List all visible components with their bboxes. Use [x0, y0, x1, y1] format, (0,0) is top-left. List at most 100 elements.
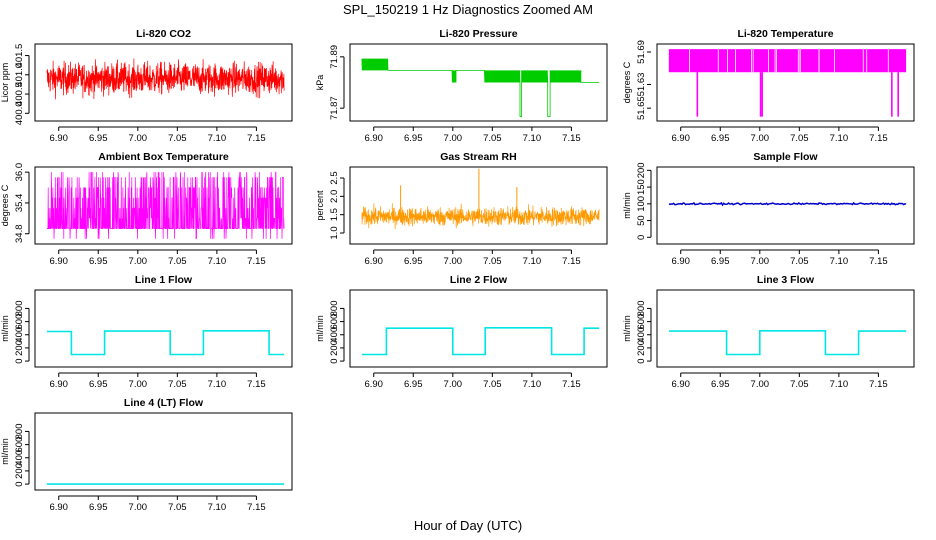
x-tick-label: 6.90	[364, 379, 383, 390]
y-tick-label: 600	[329, 314, 340, 330]
x-tick-label: 6.90	[364, 256, 383, 267]
y-tick-label: 51.65	[636, 96, 647, 120]
y-tick-label: 51.63	[636, 73, 647, 97]
x-tick-label: 6.95	[404, 379, 423, 390]
series-co2	[46, 58, 285, 100]
y-tick-label: 600	[14, 437, 25, 453]
y-tick-label: 200	[636, 340, 647, 356]
x-tick-label: 7.05	[168, 256, 187, 267]
y-tick-label: 400.5	[14, 82, 25, 106]
y-tick-label: 0	[636, 358, 647, 363]
y-tick-label: 71.89	[329, 45, 340, 69]
series-line	[46, 58, 285, 100]
x-tick-label: 7.00	[751, 256, 770, 267]
plot-frame	[349, 289, 608, 368]
y-tick-label: 200	[14, 340, 25, 356]
x-tick-label: 7.00	[129, 256, 148, 267]
y-tick-label: 800	[14, 300, 25, 316]
x-tick-label: 7.15	[869, 133, 888, 144]
x-tick-label: 7.00	[751, 133, 770, 144]
y-tick-label: 200	[636, 162, 647, 178]
x-tick-label: 7.10	[208, 379, 227, 390]
panel-line1: Line 1 Flow 6.90 6.95 7.00 7.05 7.10 7.15 0 2004…	[0, 274, 293, 390]
y-tick-label: 401.0	[14, 63, 25, 87]
series-line3	[668, 330, 907, 356]
x-tick-label: 7.15	[869, 379, 888, 390]
x-tick-label: 7.15	[562, 133, 581, 144]
x-tick-label: 7.15	[247, 256, 266, 267]
plot-frame	[349, 166, 608, 245]
panel-line4: Line 4 (LT) Flow 6.90 6.95 7.00 7.05 7.10 7.15…	[0, 397, 293, 513]
plot-frame	[349, 43, 608, 122]
y-tick-label: 200	[14, 463, 25, 479]
x-tick-label: 7.10	[523, 256, 542, 267]
y-tick-label: 51.69	[636, 40, 647, 64]
x-tick-label: 7.00	[129, 502, 148, 513]
plot-frame	[656, 289, 915, 368]
y-tick-label: 401.5	[14, 44, 25, 68]
panel-title: Sample Flow	[753, 151, 818, 163]
x-tick-label: 6.95	[711, 133, 730, 144]
panel-sample: Sample Flow 6.90 6.95 7.00 7.05 7.10 7.15 0 50 10…	[622, 151, 915, 267]
series-ambient	[46, 171, 285, 239]
x-tick-label: 6.90	[671, 256, 690, 267]
x-tick-label: 7.05	[168, 502, 187, 513]
y-axis-label: Licor ppm	[0, 63, 10, 103]
y-tick-label: 1.0	[329, 226, 340, 239]
series-temp820	[668, 49, 907, 117]
x-tick-label: 6.90	[49, 133, 68, 144]
figure-x-axis-label: Hour of Day (UTC)	[414, 518, 522, 533]
plot-frame	[34, 166, 293, 245]
x-tick-label: 7.00	[129, 379, 148, 390]
panel-pressure: Li-820 Pressure 6.90 6.95 7.00 7.05 7.10 7.15 7…	[315, 28, 608, 144]
x-tick-label: 6.95	[711, 256, 730, 267]
panel-title: Line 4 (LT) Flow	[124, 397, 204, 409]
figure-title: SPL_150219 1 Hz Diagnostics Zoomed AM	[343, 2, 593, 17]
x-tick-label: 6.90	[671, 133, 690, 144]
x-tick-label: 7.10	[523, 133, 542, 144]
x-tick-label: 6.95	[89, 133, 108, 144]
y-tick-label: 400	[636, 327, 647, 343]
y-tick-label: 400	[329, 327, 340, 343]
series-pressure	[361, 58, 600, 117]
x-tick-label: 7.10	[208, 133, 227, 144]
y-tick-label: 71.87	[329, 96, 340, 120]
y-tick-label: 1.5	[329, 208, 340, 221]
panel-temp820: Li-820 Temperature 6.90 6.95 7.00 7.05 7.10 7.…	[622, 28, 915, 144]
y-tick-label: 800	[636, 300, 647, 316]
x-tick-label: 7.00	[751, 379, 770, 390]
x-tick-label: 7.05	[168, 133, 187, 144]
series-line2	[361, 327, 600, 356]
series-line	[46, 171, 285, 239]
panel-title: Li-820 Temperature	[737, 28, 833, 40]
series-line	[668, 201, 907, 207]
panel-title: Gas Stream RH	[440, 151, 516, 163]
y-tick-label: 0	[636, 235, 647, 240]
x-tick-label: 7.05	[790, 133, 809, 144]
y-tick-label: 400.0	[14, 101, 25, 125]
y-tick-label: 100	[636, 196, 647, 212]
x-tick-label: 7.10	[208, 502, 227, 513]
panel-title: Line 3 Flow	[757, 274, 815, 286]
x-tick-label: 6.90	[49, 256, 68, 267]
x-tick-label: 7.15	[869, 256, 888, 267]
y-tick-label: 34.8	[14, 224, 25, 243]
x-tick-label: 7.15	[562, 256, 581, 267]
y-axis-label: percent	[315, 190, 325, 221]
series-line	[46, 330, 285, 356]
y-axis-label: ml/min	[315, 315, 325, 342]
y-tick-label: 800	[14, 423, 25, 439]
y-tick-label: 0	[14, 481, 25, 486]
series-band	[668, 49, 907, 73]
x-tick-label: 6.90	[364, 133, 383, 144]
x-tick-label: 7.05	[483, 379, 502, 390]
x-tick-label: 6.90	[49, 502, 68, 513]
x-tick-label: 7.00	[444, 379, 463, 390]
x-tick-label: 7.10	[830, 133, 849, 144]
x-tick-label: 7.15	[247, 379, 266, 390]
panel-title: Li-820 Pressure	[439, 28, 517, 40]
y-tick-label: 400	[14, 327, 25, 343]
panel-title: Line 2 Flow	[450, 274, 508, 286]
y-tick-label: 150	[636, 179, 647, 195]
